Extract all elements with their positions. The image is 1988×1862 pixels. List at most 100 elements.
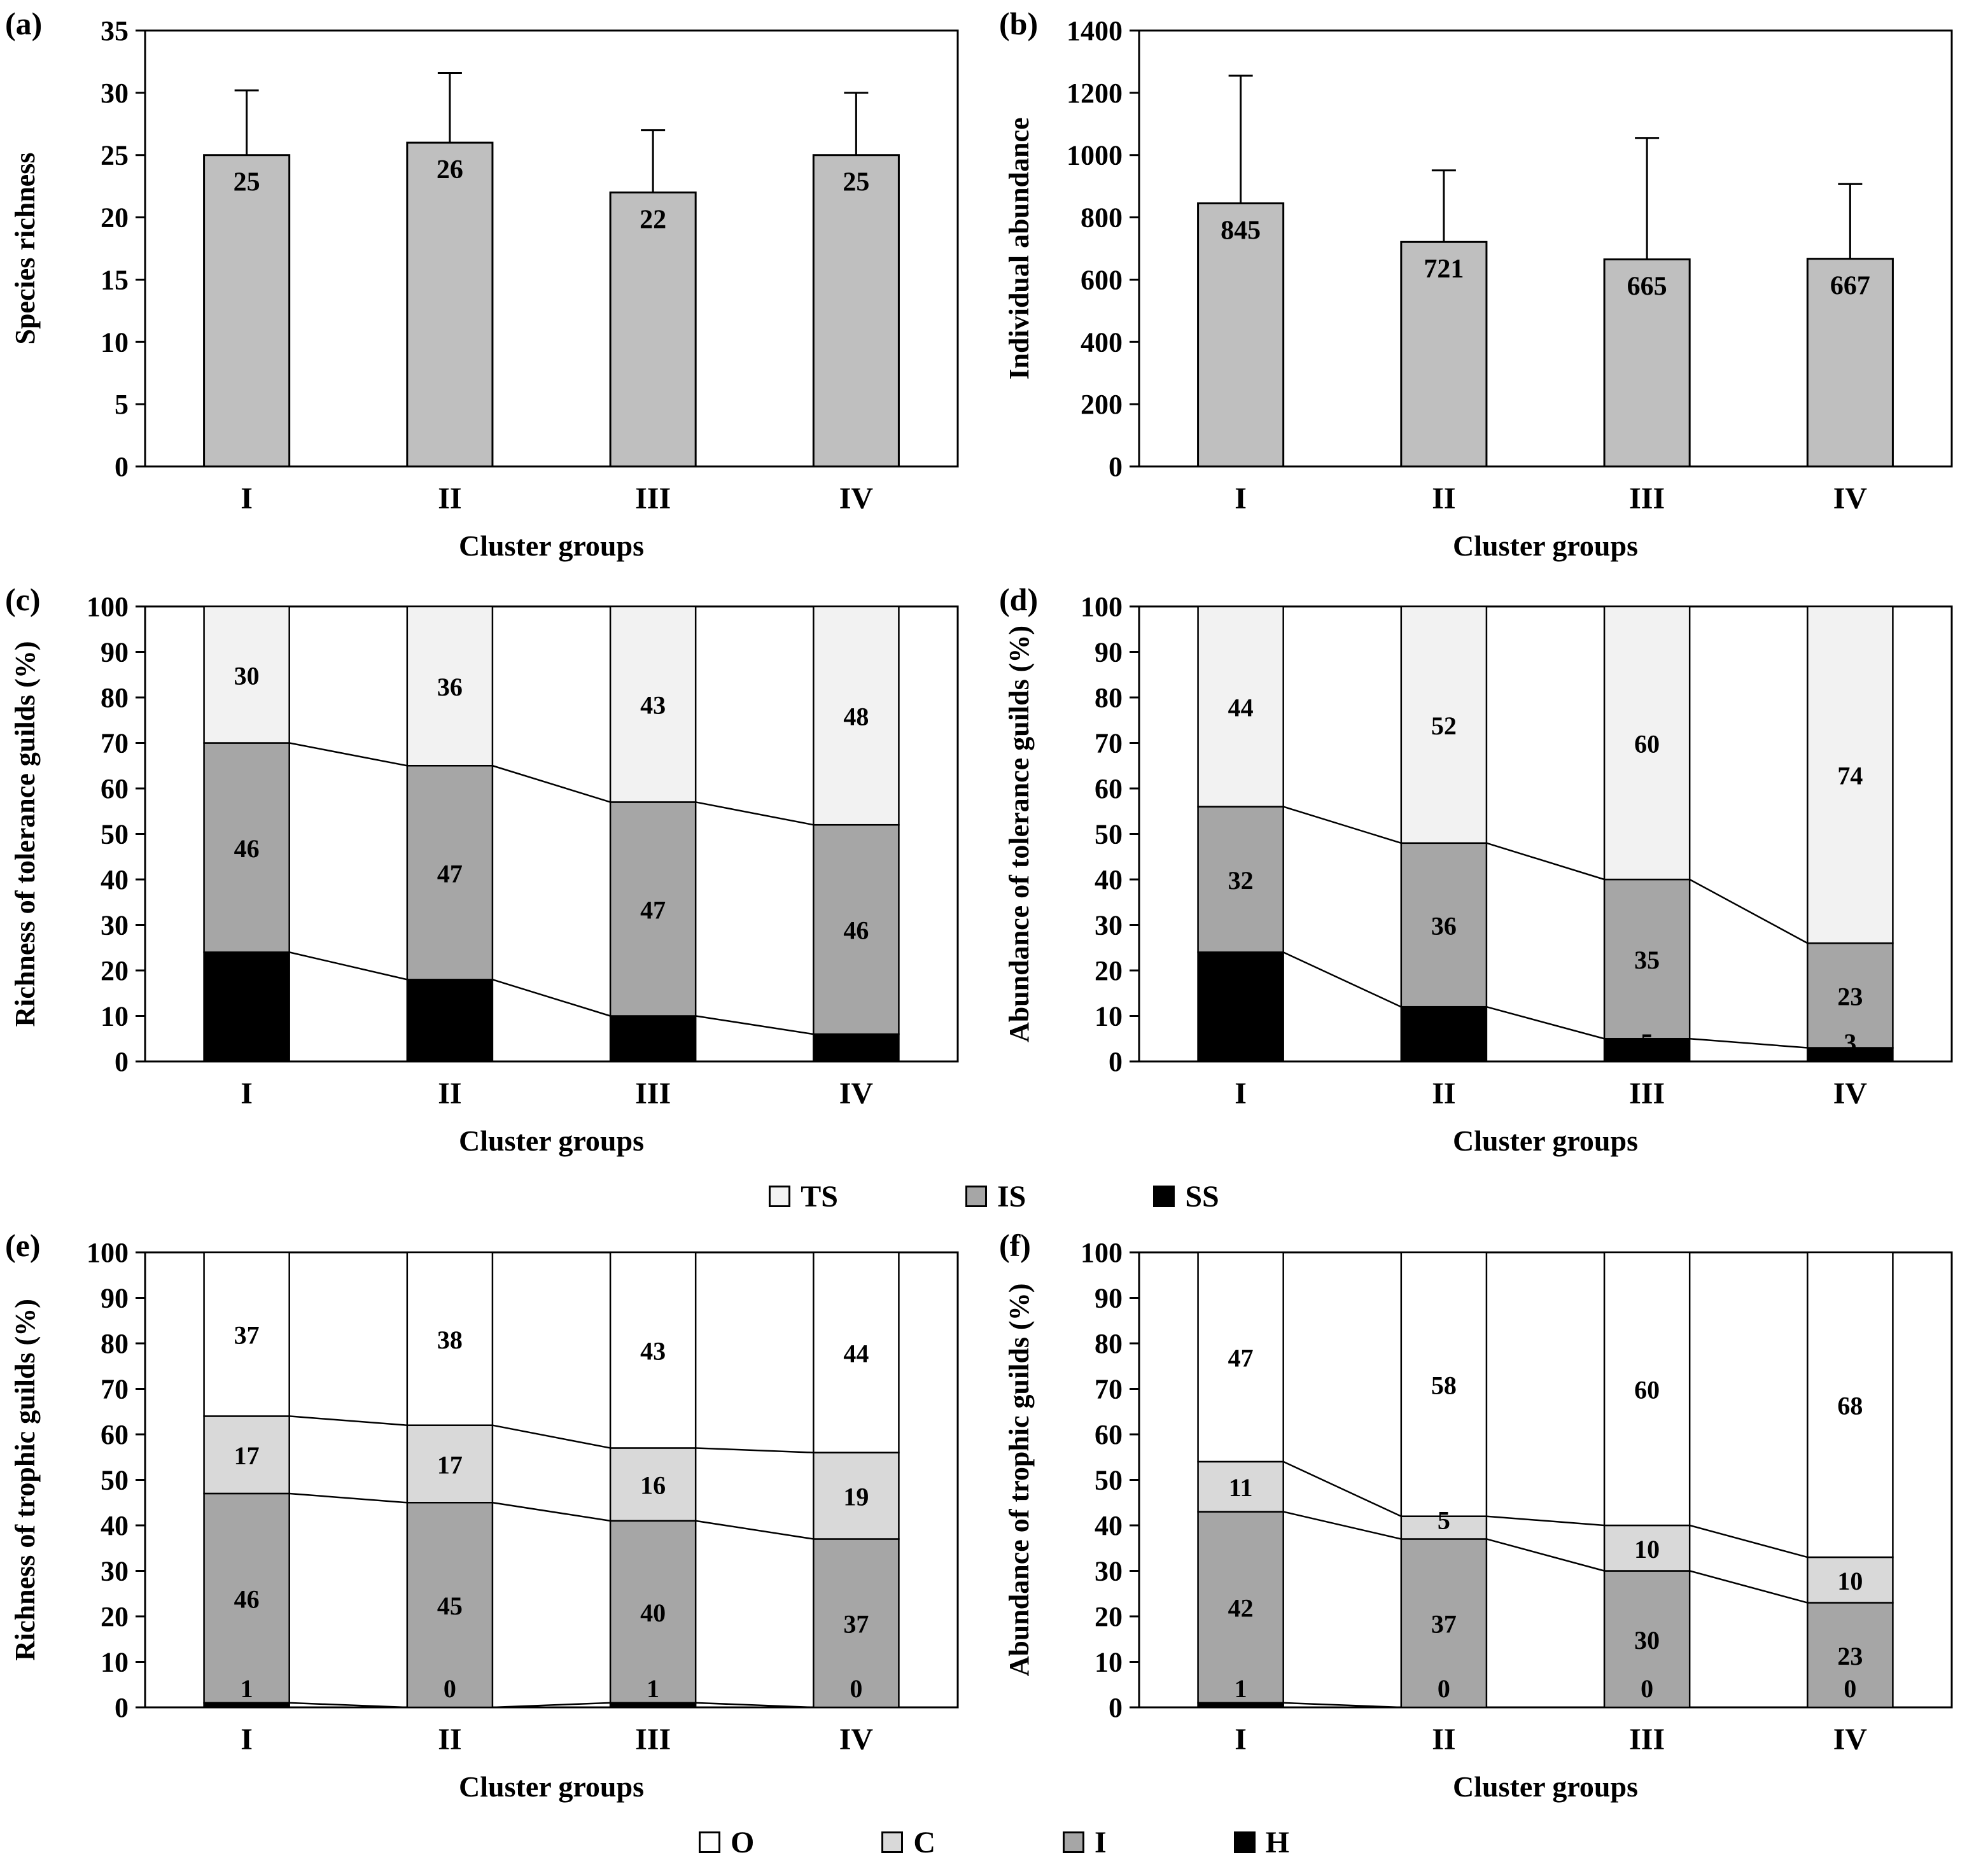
svg-text:Cluster groups: Cluster groups bbox=[1453, 1770, 1638, 1803]
svg-text:IV: IV bbox=[1833, 1723, 1868, 1756]
svg-text:26: 26 bbox=[437, 155, 463, 185]
svg-text:Species richness: Species richness bbox=[10, 153, 41, 345]
svg-text:Cluster groups: Cluster groups bbox=[459, 529, 644, 562]
svg-text:36: 36 bbox=[1431, 912, 1457, 941]
svg-text:0: 0 bbox=[1438, 1674, 1450, 1703]
svg-text:Individual abundance: Individual abundance bbox=[1004, 117, 1035, 379]
svg-text:44: 44 bbox=[1228, 693, 1254, 722]
svg-text:200: 200 bbox=[1081, 389, 1123, 420]
svg-text:665: 665 bbox=[1627, 272, 1667, 302]
svg-text:10: 10 bbox=[1634, 1535, 1660, 1564]
svg-text:Cluster groups: Cluster groups bbox=[1453, 529, 1638, 562]
svg-text:III: III bbox=[1629, 1077, 1665, 1110]
svg-text:I: I bbox=[241, 1077, 253, 1110]
svg-text:19: 19 bbox=[843, 1483, 869, 1511]
svg-text:600: 600 bbox=[1081, 264, 1123, 295]
svg-text:Richness of trophic guilds (: Richness of trophic guilds (%) bbox=[10, 1299, 41, 1661]
svg-text:60: 60 bbox=[1634, 1376, 1660, 1404]
legend-label-o: O bbox=[730, 1825, 755, 1859]
legend-swatch-h-icon bbox=[1233, 1831, 1256, 1853]
svg-text:80: 80 bbox=[1095, 1328, 1123, 1359]
svg-text:0: 0 bbox=[850, 1674, 862, 1703]
svg-text:II: II bbox=[1432, 1723, 1455, 1756]
svg-text:Cluster groups: Cluster groups bbox=[459, 1124, 644, 1157]
svg-text:90: 90 bbox=[1095, 637, 1123, 668]
svg-text:18: 18 bbox=[437, 1007, 463, 1036]
svg-text:0: 0 bbox=[1109, 1046, 1123, 1077]
svg-text:70: 70 bbox=[1095, 728, 1123, 759]
svg-text:42: 42 bbox=[1228, 1594, 1254, 1623]
svg-text:43: 43 bbox=[640, 691, 666, 720]
svg-text:III: III bbox=[635, 1723, 671, 1756]
panel-c-richness-tolerance-guilds: 0 10 20 30 40 50 60 70 80 90 100 24 46 30 18 47 36 10 47 43… bbox=[0, 576, 994, 1171]
svg-text:35: 35 bbox=[1634, 946, 1660, 974]
svg-text:10: 10 bbox=[101, 326, 129, 358]
svg-text:30: 30 bbox=[101, 910, 129, 941]
svg-text:48: 48 bbox=[843, 703, 869, 731]
panel-e-richness-trophic-guilds: 0 10 20 30 40 50 60 70 80 90 100 1 46 17 37 0 45 17 38 1 40 1… bbox=[0, 1222, 994, 1817]
svg-text:I: I bbox=[241, 1723, 253, 1756]
svg-text:1: 1 bbox=[241, 1674, 253, 1703]
panel-b-individual-abundance: 0 200 400 600 800 1000 1200 1400 845 721 665 667 I II… bbox=[994, 0, 1988, 576]
legend-swatch-ts-icon bbox=[769, 1186, 791, 1207]
svg-text:III: III bbox=[1629, 1723, 1665, 1756]
svg-text:Cluster groups: Cluster groups bbox=[459, 1770, 644, 1803]
svg-text:50: 50 bbox=[1095, 819, 1123, 850]
legend-item-i: I bbox=[1062, 1825, 1107, 1860]
svg-text:I: I bbox=[1235, 482, 1247, 515]
svg-text:30: 30 bbox=[1634, 1626, 1660, 1655]
richness-tolerance-guilds-stacked-chart: 0 10 20 30 40 50 60 70 80 90 100 24 46 30 18 47 36 10 47 43… bbox=[5, 582, 959, 1157]
svg-text:845: 845 bbox=[1221, 216, 1261, 246]
svg-text:667: 667 bbox=[1830, 272, 1870, 301]
abundance-tolerance-guilds-stacked-chart: 0 10 20 30 40 50 60 70 80 90 100 24 32 44 12 36 52 5 35 60 3… bbox=[999, 582, 1953, 1157]
svg-text:46: 46 bbox=[843, 916, 869, 945]
svg-text:70: 70 bbox=[101, 728, 129, 759]
svg-text:70: 70 bbox=[1095, 1374, 1123, 1405]
svg-text:80: 80 bbox=[1095, 682, 1123, 713]
legend-swatch-o-icon bbox=[698, 1831, 720, 1853]
svg-text:22: 22 bbox=[640, 205, 666, 234]
legend-item-ts: TS bbox=[769, 1179, 838, 1214]
svg-text:100: 100 bbox=[87, 591, 129, 622]
svg-text:10: 10 bbox=[640, 1025, 666, 1054]
svg-text:50: 50 bbox=[101, 1465, 129, 1496]
svg-text:0: 0 bbox=[444, 1674, 456, 1703]
svg-text:40: 40 bbox=[640, 1599, 666, 1627]
svg-text:20: 20 bbox=[101, 955, 129, 986]
svg-text:35: 35 bbox=[101, 15, 129, 46]
svg-text:10: 10 bbox=[1095, 1647, 1123, 1678]
svg-text:3: 3 bbox=[1844, 1028, 1856, 1057]
svg-text:40: 40 bbox=[101, 1510, 129, 1541]
svg-text:I: I bbox=[1235, 1077, 1247, 1110]
svg-text:20: 20 bbox=[101, 1601, 129, 1632]
svg-text:25: 25 bbox=[101, 140, 129, 171]
svg-text:0: 0 bbox=[1844, 1674, 1856, 1703]
svg-text:(e): (e) bbox=[5, 1228, 41, 1263]
svg-text:40: 40 bbox=[1095, 864, 1123, 895]
svg-text:74: 74 bbox=[1837, 762, 1863, 790]
svg-text:12: 12 bbox=[1431, 1021, 1457, 1049]
svg-text:46: 46 bbox=[234, 834, 260, 863]
svg-text:24: 24 bbox=[234, 993, 260, 1022]
svg-text:20: 20 bbox=[101, 202, 129, 234]
svg-text:40: 40 bbox=[1095, 1510, 1123, 1541]
svg-text:IV: IV bbox=[839, 1077, 874, 1110]
svg-text:100: 100 bbox=[87, 1237, 129, 1268]
svg-text:II: II bbox=[438, 482, 461, 515]
svg-text:25: 25 bbox=[234, 168, 260, 197]
svg-text:90: 90 bbox=[101, 1283, 129, 1314]
svg-text:60: 60 bbox=[1634, 730, 1660, 759]
svg-text:15: 15 bbox=[101, 264, 129, 295]
svg-text:IV: IV bbox=[1833, 1077, 1868, 1110]
legend-swatch-ss-icon bbox=[1153, 1186, 1175, 1207]
svg-text:I: I bbox=[241, 482, 253, 515]
svg-text:45: 45 bbox=[437, 1592, 463, 1620]
svg-text:30: 30 bbox=[234, 661, 260, 690]
svg-text:32: 32 bbox=[1228, 866, 1254, 895]
svg-text:II: II bbox=[1432, 482, 1455, 515]
